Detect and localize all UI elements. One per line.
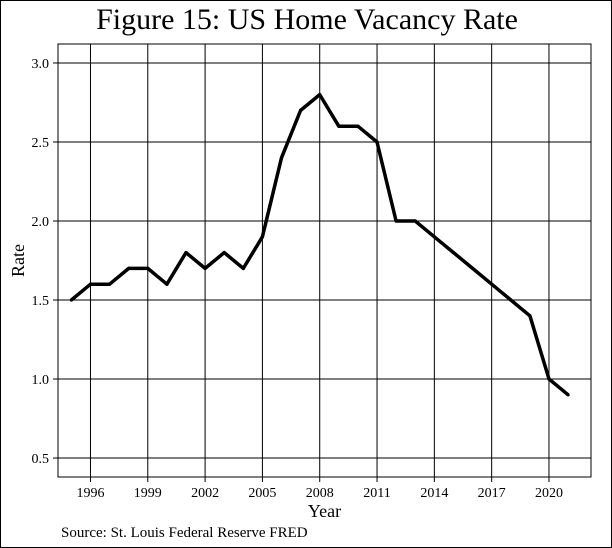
- y-axis-label: Rate: [8, 244, 28, 277]
- data-point: [490, 282, 494, 286]
- data-point: [107, 282, 112, 286]
- y-tick-label: 2.0: [32, 215, 50, 230]
- line-chart: 0.5 1.0 1.5 2.0 2.5 3.0 1996 1999 2002 2005 2008 20…: [8, 43, 592, 519]
- x-tick-label: 2014: [420, 486, 448, 501]
- data-point: [375, 140, 379, 144]
- data-point: [509, 298, 513, 302]
- y-tick-label: 1.0: [32, 373, 50, 388]
- data-point: [241, 266, 245, 271]
- data-point: [566, 393, 570, 397]
- data-point: [451, 250, 456, 255]
- data-point: [432, 235, 436, 239]
- x-tick-label: 2017: [478, 486, 506, 501]
- y-tick-label: 2.5: [32, 136, 50, 151]
- data-point: [337, 124, 341, 128]
- data-point: [127, 266, 131, 271]
- data-point: [413, 219, 417, 223]
- data-point: [356, 124, 360, 128]
- chart-title: Figure 15: US Home Vacancy Rate: [96, 3, 518, 36]
- x-tick-label: 2005: [248, 486, 276, 501]
- data-point: [547, 377, 551, 381]
- data-point: [528, 314, 532, 318]
- data-point: [318, 92, 322, 97]
- data-point: [470, 266, 475, 271]
- data-point: [394, 219, 398, 223]
- data-point: [299, 108, 303, 112]
- data-point: [260, 235, 265, 239]
- data-point: [203, 266, 207, 271]
- data-point: [184, 250, 188, 255]
- x-tick-label: 2020: [535, 486, 563, 501]
- data-point: [88, 282, 93, 286]
- data-point: [165, 282, 169, 286]
- x-tick-label: 2008: [306, 486, 334, 501]
- data-point: [146, 266, 150, 271]
- x-tick-label: 1996: [76, 486, 104, 501]
- data-point: [279, 156, 284, 160]
- x-tick-label: 1999: [134, 486, 162, 501]
- data-point: [69, 298, 73, 302]
- x-axis-label: Year: [308, 501, 341, 519]
- x-tick-label: 2002: [191, 486, 219, 501]
- y-tick-label: 0.5: [32, 452, 50, 467]
- y-tick-label: 1.5: [32, 294, 50, 309]
- plot-area: [57, 43, 592, 478]
- y-tick-label: 3.0: [32, 57, 50, 72]
- x-tick-label: 2011: [363, 486, 390, 501]
- source-note: Source: St. Louis Federal Reserve FRED: [61, 525, 308, 541]
- data-point: [222, 250, 226, 255]
